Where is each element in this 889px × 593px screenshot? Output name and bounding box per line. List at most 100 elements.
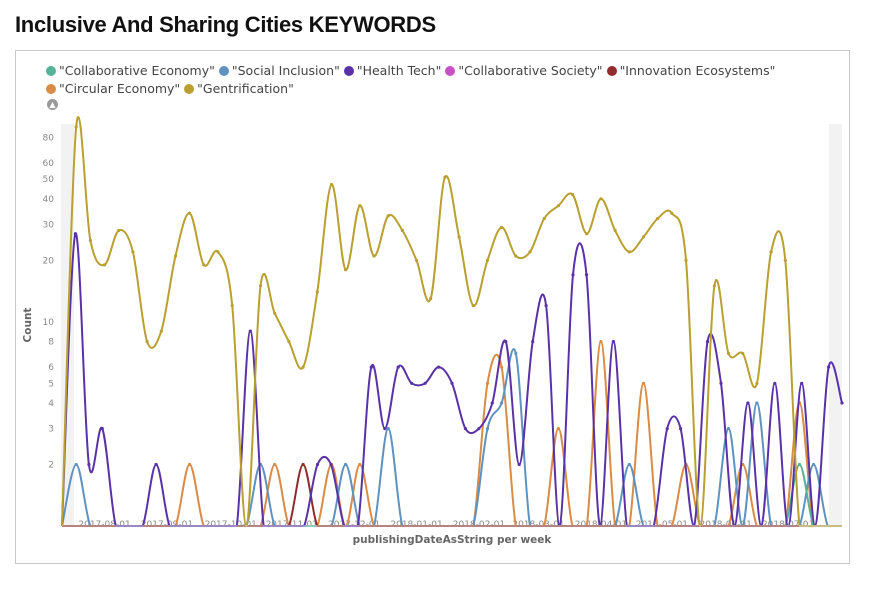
data-point[interactable] xyxy=(315,462,320,467)
data-point[interactable] xyxy=(216,250,220,254)
data-point[interactable] xyxy=(641,235,646,239)
data-point[interactable] xyxy=(463,427,467,431)
data-point[interactable] xyxy=(188,211,192,215)
chevron-up-icon[interactable]: ▲ xyxy=(47,99,58,110)
data-point[interactable] xyxy=(471,304,475,308)
data-point[interactable] xyxy=(705,340,710,344)
data-point[interactable] xyxy=(531,340,535,344)
data-point[interactable] xyxy=(544,304,548,308)
data-point[interactable] xyxy=(641,381,646,385)
data-point[interactable] xyxy=(301,462,305,467)
data-point[interactable] xyxy=(504,340,508,344)
data-point[interactable] xyxy=(273,462,277,467)
data-point[interactable] xyxy=(202,263,206,267)
data-point[interactable] xyxy=(188,462,192,467)
data-point[interactable] xyxy=(773,381,777,385)
data-point[interactable] xyxy=(665,427,669,431)
data-point[interactable] xyxy=(287,340,291,344)
data-point[interactable] xyxy=(437,365,441,369)
data-point[interactable] xyxy=(87,462,91,467)
data-point[interactable] xyxy=(396,365,400,369)
data-point[interactable] xyxy=(584,273,589,277)
data-point[interactable] xyxy=(329,462,333,467)
data-point[interactable] xyxy=(627,250,631,254)
data-point[interactable] xyxy=(514,254,518,258)
data-point[interactable] xyxy=(542,217,546,221)
legend-item[interactable]: "Collaborative Society" xyxy=(445,62,603,80)
data-point[interactable] xyxy=(797,462,802,467)
data-point[interactable] xyxy=(599,197,603,201)
data-point[interactable] xyxy=(585,232,589,236)
data-point[interactable] xyxy=(517,462,521,467)
data-point[interactable] xyxy=(248,329,252,333)
data-point[interactable] xyxy=(514,351,518,355)
data-point[interactable] xyxy=(556,427,561,431)
data-point[interactable] xyxy=(684,258,688,262)
data-point[interactable] xyxy=(755,381,759,385)
data-point[interactable] xyxy=(410,381,414,385)
data-point[interactable] xyxy=(726,351,731,355)
data-point[interactable] xyxy=(443,175,447,179)
data-point[interactable] xyxy=(386,214,390,218)
data-point[interactable] xyxy=(726,427,731,431)
data-point[interactable] xyxy=(485,427,490,431)
data-point[interactable] xyxy=(344,268,348,272)
data-point[interactable] xyxy=(599,340,603,344)
data-point[interactable] xyxy=(490,401,494,405)
data-point[interactable] xyxy=(74,125,78,129)
data-point[interactable] xyxy=(613,228,617,233)
data-point[interactable] xyxy=(230,304,234,308)
data-point[interactable] xyxy=(315,290,319,294)
data-point[interactable] xyxy=(383,427,387,431)
data-point[interactable] xyxy=(570,192,575,197)
data-point[interactable] xyxy=(369,365,373,369)
data-point[interactable] xyxy=(656,217,660,221)
data-point[interactable] xyxy=(358,204,362,208)
legend-item[interactable]: "Gentrification" xyxy=(184,80,294,98)
data-point[interactable] xyxy=(755,401,759,405)
data-point[interactable] xyxy=(273,311,277,315)
data-point[interactable] xyxy=(102,263,107,267)
data-point[interactable] xyxy=(712,284,717,288)
legend-item[interactable]: "Social Inclusion" xyxy=(218,62,340,80)
data-point[interactable] xyxy=(800,381,804,385)
data-point[interactable] xyxy=(827,365,831,369)
data-point[interactable] xyxy=(500,225,504,229)
data-point[interactable] xyxy=(372,254,376,258)
data-point[interactable] xyxy=(450,381,454,385)
data-point[interactable] xyxy=(679,427,683,431)
legend-item[interactable]: "Circular Economy" xyxy=(46,80,180,98)
data-point[interactable] xyxy=(117,228,121,233)
data-point[interactable] xyxy=(457,235,461,239)
data-point[interactable] xyxy=(627,462,631,467)
data-point[interactable] xyxy=(74,462,78,467)
data-point[interactable] xyxy=(477,427,481,431)
data-point[interactable] xyxy=(769,250,773,254)
legend-item[interactable]: "Collaborative Economy" xyxy=(46,62,215,80)
data-point[interactable] xyxy=(344,462,348,467)
data-point[interactable] xyxy=(159,329,163,333)
data-point[interactable] xyxy=(670,211,674,215)
data-point[interactable] xyxy=(429,296,433,301)
data-point[interactable] xyxy=(500,401,504,405)
data-point[interactable] xyxy=(719,381,723,385)
data-point[interactable] xyxy=(400,228,404,233)
data-point[interactable] xyxy=(485,381,490,385)
data-point[interactable] xyxy=(812,462,816,467)
data-point[interactable] xyxy=(173,254,178,258)
data-point[interactable] xyxy=(611,340,616,344)
data-point[interactable] xyxy=(528,250,532,254)
data-point[interactable] xyxy=(485,258,490,262)
legend-item[interactable]: "Innovation Ecosystems" xyxy=(606,62,775,80)
data-point[interactable] xyxy=(258,284,263,288)
data-point[interactable] xyxy=(100,427,104,431)
data-point[interactable] xyxy=(500,365,504,369)
legend-item[interactable]: "Health Tech" xyxy=(343,62,441,80)
data-point[interactable] xyxy=(358,462,362,467)
data-point[interactable] xyxy=(73,232,77,236)
data-point[interactable] xyxy=(571,273,575,277)
data-point[interactable] xyxy=(145,340,149,344)
data-point[interactable] xyxy=(741,351,745,355)
data-point[interactable] xyxy=(154,462,158,467)
data-point[interactable] xyxy=(301,365,305,369)
